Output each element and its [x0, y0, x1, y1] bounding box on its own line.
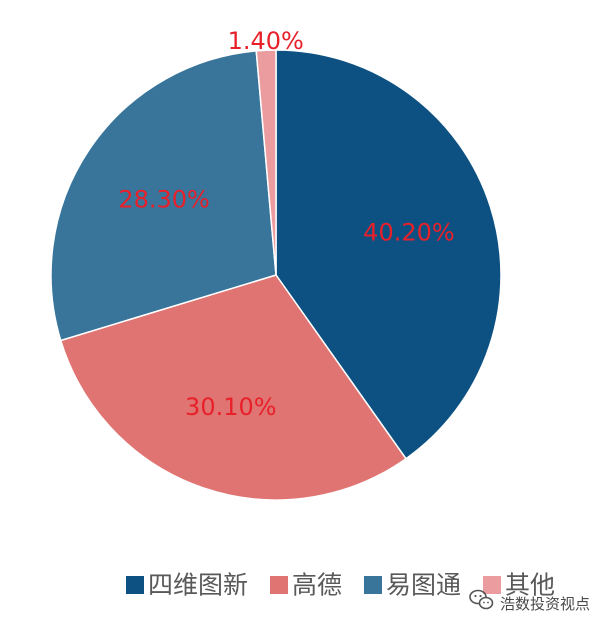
pie-data-label: 40.20%	[363, 219, 455, 247]
legend-swatch	[364, 576, 382, 594]
pie-data-label: 1.40%	[228, 27, 304, 55]
legend-swatch	[270, 576, 288, 594]
pie-data-labels: 40.20% 30.10% 28.30% 1.40%	[118, 27, 454, 421]
legend-label: 易图通	[386, 571, 461, 600]
pie-data-label: 28.30%	[118, 185, 210, 213]
legend: 四维图新 高德 易图通 其他	[126, 571, 555, 600]
legend-label: 其他	[505, 571, 555, 600]
pie-slice	[275, 49, 502, 460]
pie-slices	[50, 49, 502, 501]
pie-slice	[255, 49, 277, 276]
legend-swatch	[483, 576, 501, 594]
watermark: 浩数投资视点	[469, 589, 590, 613]
watermark-text: 浩数投资视点	[500, 595, 590, 613]
pie-slice	[59, 274, 407, 501]
legend-swatch	[126, 576, 144, 594]
pie-slice	[50, 50, 277, 342]
legend-label: 四维图新	[148, 571, 248, 600]
wechat-icon	[469, 589, 494, 610]
pie-data-label: 30.10%	[185, 393, 277, 421]
legend-label: 高德	[292, 571, 342, 600]
